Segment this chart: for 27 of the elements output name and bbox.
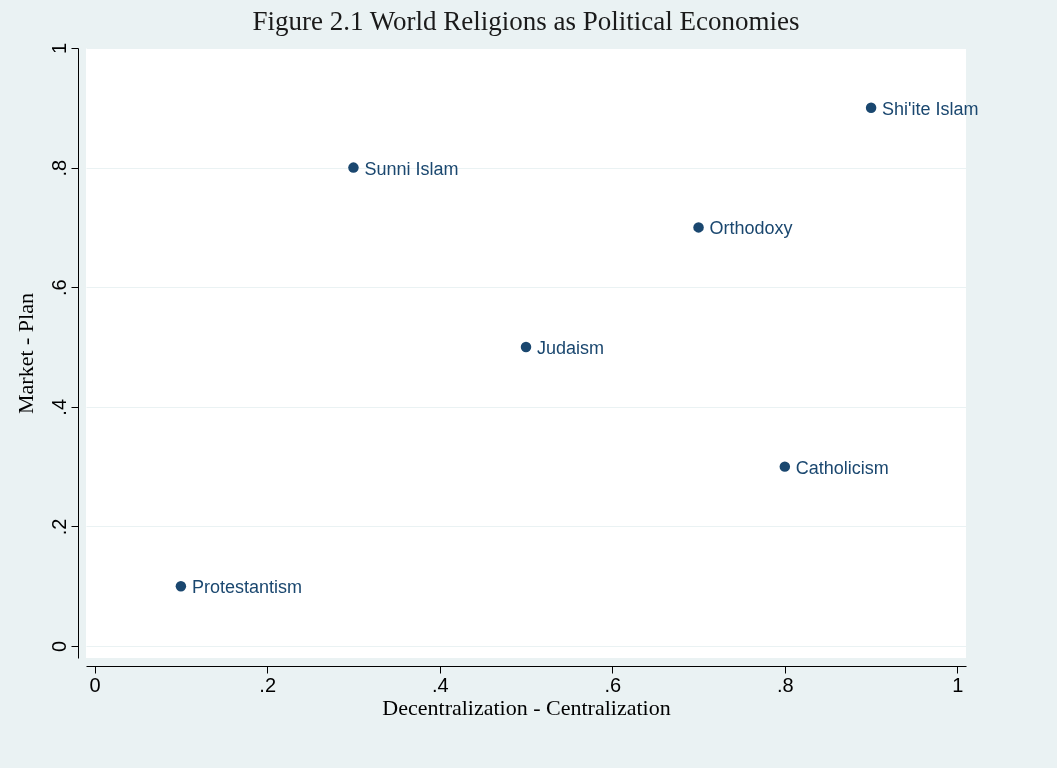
annotation: Judaism [537,338,605,359]
x-axis-title: Decentralization - Centralization [382,694,671,720]
x-tick-label: .6 [604,673,622,696]
point [693,222,704,233]
annotation: Protestantism [191,577,302,598]
y-tick-label: 0 [47,640,70,653]
point [779,461,791,472]
x-tick-label: .4 [431,673,449,696]
annotation: Sunni Islam [364,158,459,179]
y-tick-label: .8 [47,159,70,177]
point [175,581,187,592]
x-tick-label: .2 [259,673,277,696]
chart-title: Figure 2.1 World Religions as Political Economies [252,6,800,37]
point [865,102,877,114]
annotation: Catholicism [795,457,889,478]
annotation: Orthodoxy [709,218,793,239]
y-tick-label: .4 [47,398,70,416]
y-axis-title: Market - Plan [12,293,38,414]
x-tick-label: 0 [89,673,101,696]
x-tick-label: 1 [952,673,964,696]
x-tick-label: .8 [776,673,794,696]
point [520,341,532,353]
annotation: Shi'ite Islam [882,98,979,119]
y-tick-label: .2 [47,518,70,536]
y-tick-label: .6 [47,279,70,297]
point [348,162,359,173]
y-tick-label: 1 [47,42,70,55]
